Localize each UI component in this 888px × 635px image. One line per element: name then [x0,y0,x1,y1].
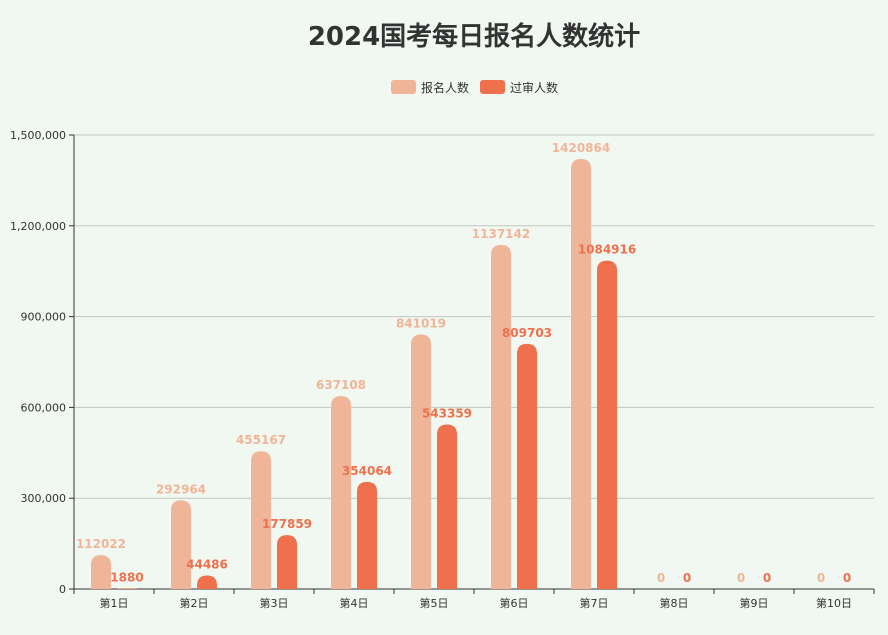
y-tick-label: 900,000 [21,311,67,324]
legend-label-2: 过审人数 [510,80,558,95]
data-label-2-7: 1084916 [578,243,636,257]
data-label-1-8: 0 [657,571,665,585]
x-tick-label: 第6日 [500,596,529,610]
data-label-1-5: 841019 [396,316,446,330]
bar-2-5 [437,424,457,589]
data-label-2-10: 0 [843,571,851,585]
x-tick-label: 第4日 [340,596,369,610]
bar-1-2 [171,500,191,589]
bar-1-5 [411,334,431,589]
x-tick-label: 第9日 [740,596,769,610]
legend-swatch-1[interactable] [391,80,416,94]
data-label-1-6: 1137142 [472,227,530,241]
x-tick-label: 第7日 [580,596,609,610]
data-label-2-6: 809703 [502,326,552,340]
x-tick-label: 第2日 [180,596,209,610]
x-tick-label: 第3日 [260,596,289,610]
data-label-1-4: 637108 [316,378,366,392]
y-tick-label: 0 [59,583,66,596]
data-label-2-3: 177859 [262,517,312,531]
data-label-2-8: 0 [683,571,691,585]
bar-1-6 [491,244,511,590]
bar-1-4 [331,396,351,589]
data-label-2-1: 1880 [110,570,143,584]
data-label-1-10: 0 [817,571,825,585]
y-tick-label: 300,000 [21,492,67,505]
data-label-2-4: 354064 [342,464,392,478]
y-tick-label: 1,200,000 [10,220,66,233]
legend-label-1: 报名人数 [421,80,469,95]
x-tick-label: 第1日 [100,596,129,610]
bar-1-7 [571,158,591,589]
bar-1-1 [91,555,111,589]
data-label-2-2: 44486 [186,558,228,572]
legend: 报名人数 过审人数 [391,80,558,95]
bar-1-3 [251,451,271,589]
data-labels: 112022 292964 455167 637108 841019 1137142 142… [76,141,851,585]
bar-2-4 [357,481,377,589]
data-label-1-1: 112022 [76,537,126,551]
x-tick-label: 第10日 [816,596,852,610]
bar-2-6 [517,343,537,589]
y-tick-label: 600,000 [21,401,67,414]
bar-2-2 [197,575,217,589]
data-label-2-5: 543359 [422,407,472,421]
bar-2-1 [117,588,137,589]
chart-title: 2024国考每日报名人数统计 [308,21,640,52]
data-label-1-3: 455167 [236,433,286,447]
x-tick-label: 第8日 [660,596,689,610]
grid [74,134,874,499]
x-tick-label: 第5日 [420,596,449,610]
bar-2-3 [277,535,297,589]
bars [91,158,617,590]
y-tick-label: 1,500,000 [10,129,66,142]
legend-swatch-2[interactable] [480,80,505,94]
axes: 0 300,000 600,000 900,000 1,200,000 1,500,000… [10,129,875,610]
data-label-1-2: 292964 [156,482,206,496]
data-label-2-9: 0 [763,571,771,585]
data-label-1-9: 0 [737,571,745,585]
bar-2-7 [597,260,617,589]
data-label-1-7: 1420864 [552,141,610,155]
